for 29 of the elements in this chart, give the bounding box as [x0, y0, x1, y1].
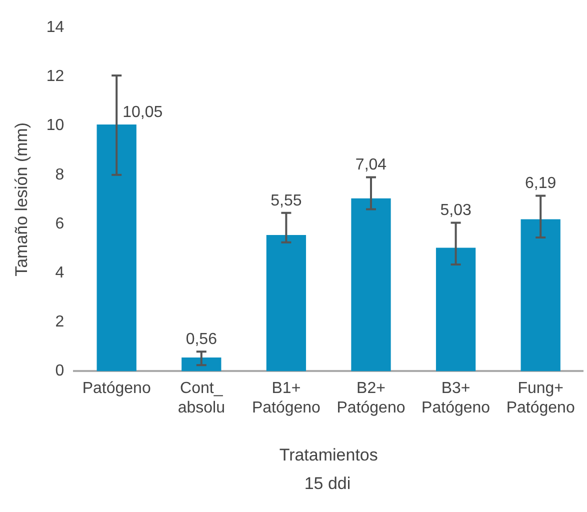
text: 15 ddi	[303, 474, 352, 494]
y-tick-label: 4	[55, 264, 64, 282]
data-label: 10,05	[122, 104, 163, 121]
data-label: 6,19	[525, 175, 556, 192]
y-tick-label: 2	[55, 314, 64, 331]
bar	[351, 198, 391, 372]
data-label: 7,04	[355, 156, 387, 174]
x-tick-label: B2+ Patógeno	[336, 380, 406, 416]
y-tick-label: 14	[46, 19, 64, 36]
x-tick-label: B3+ Patógeno	[422, 380, 490, 416]
y-tick-label: 6	[55, 215, 64, 232]
y-tick-label: 10	[46, 117, 64, 134]
x-tick-label: Patógeno	[82, 380, 151, 398]
x-tick-label: Fung+ Patógeno	[506, 380, 575, 416]
bar	[96, 124, 136, 372]
data-label: 5,03	[440, 202, 472, 220]
y-tick-label: 8	[55, 166, 64, 184]
y-tick-label: 0	[55, 362, 64, 380]
data-label: 5,55	[270, 192, 302, 210]
x-tick-label: B1+ Patógeno	[252, 380, 321, 416]
bar	[182, 357, 222, 372]
y-axis-title: Tamaño lesión (mm)	[12, 122, 31, 276]
y-tick-label: 12	[46, 68, 64, 86]
bar	[520, 219, 560, 372]
data-label: 0,56	[186, 330, 218, 348]
x-axis-title: Tratamientos	[279, 445, 378, 464]
x-tick-label: Cont_ absolu	[178, 380, 225, 416]
bar	[436, 248, 476, 372]
bar	[266, 234, 306, 372]
